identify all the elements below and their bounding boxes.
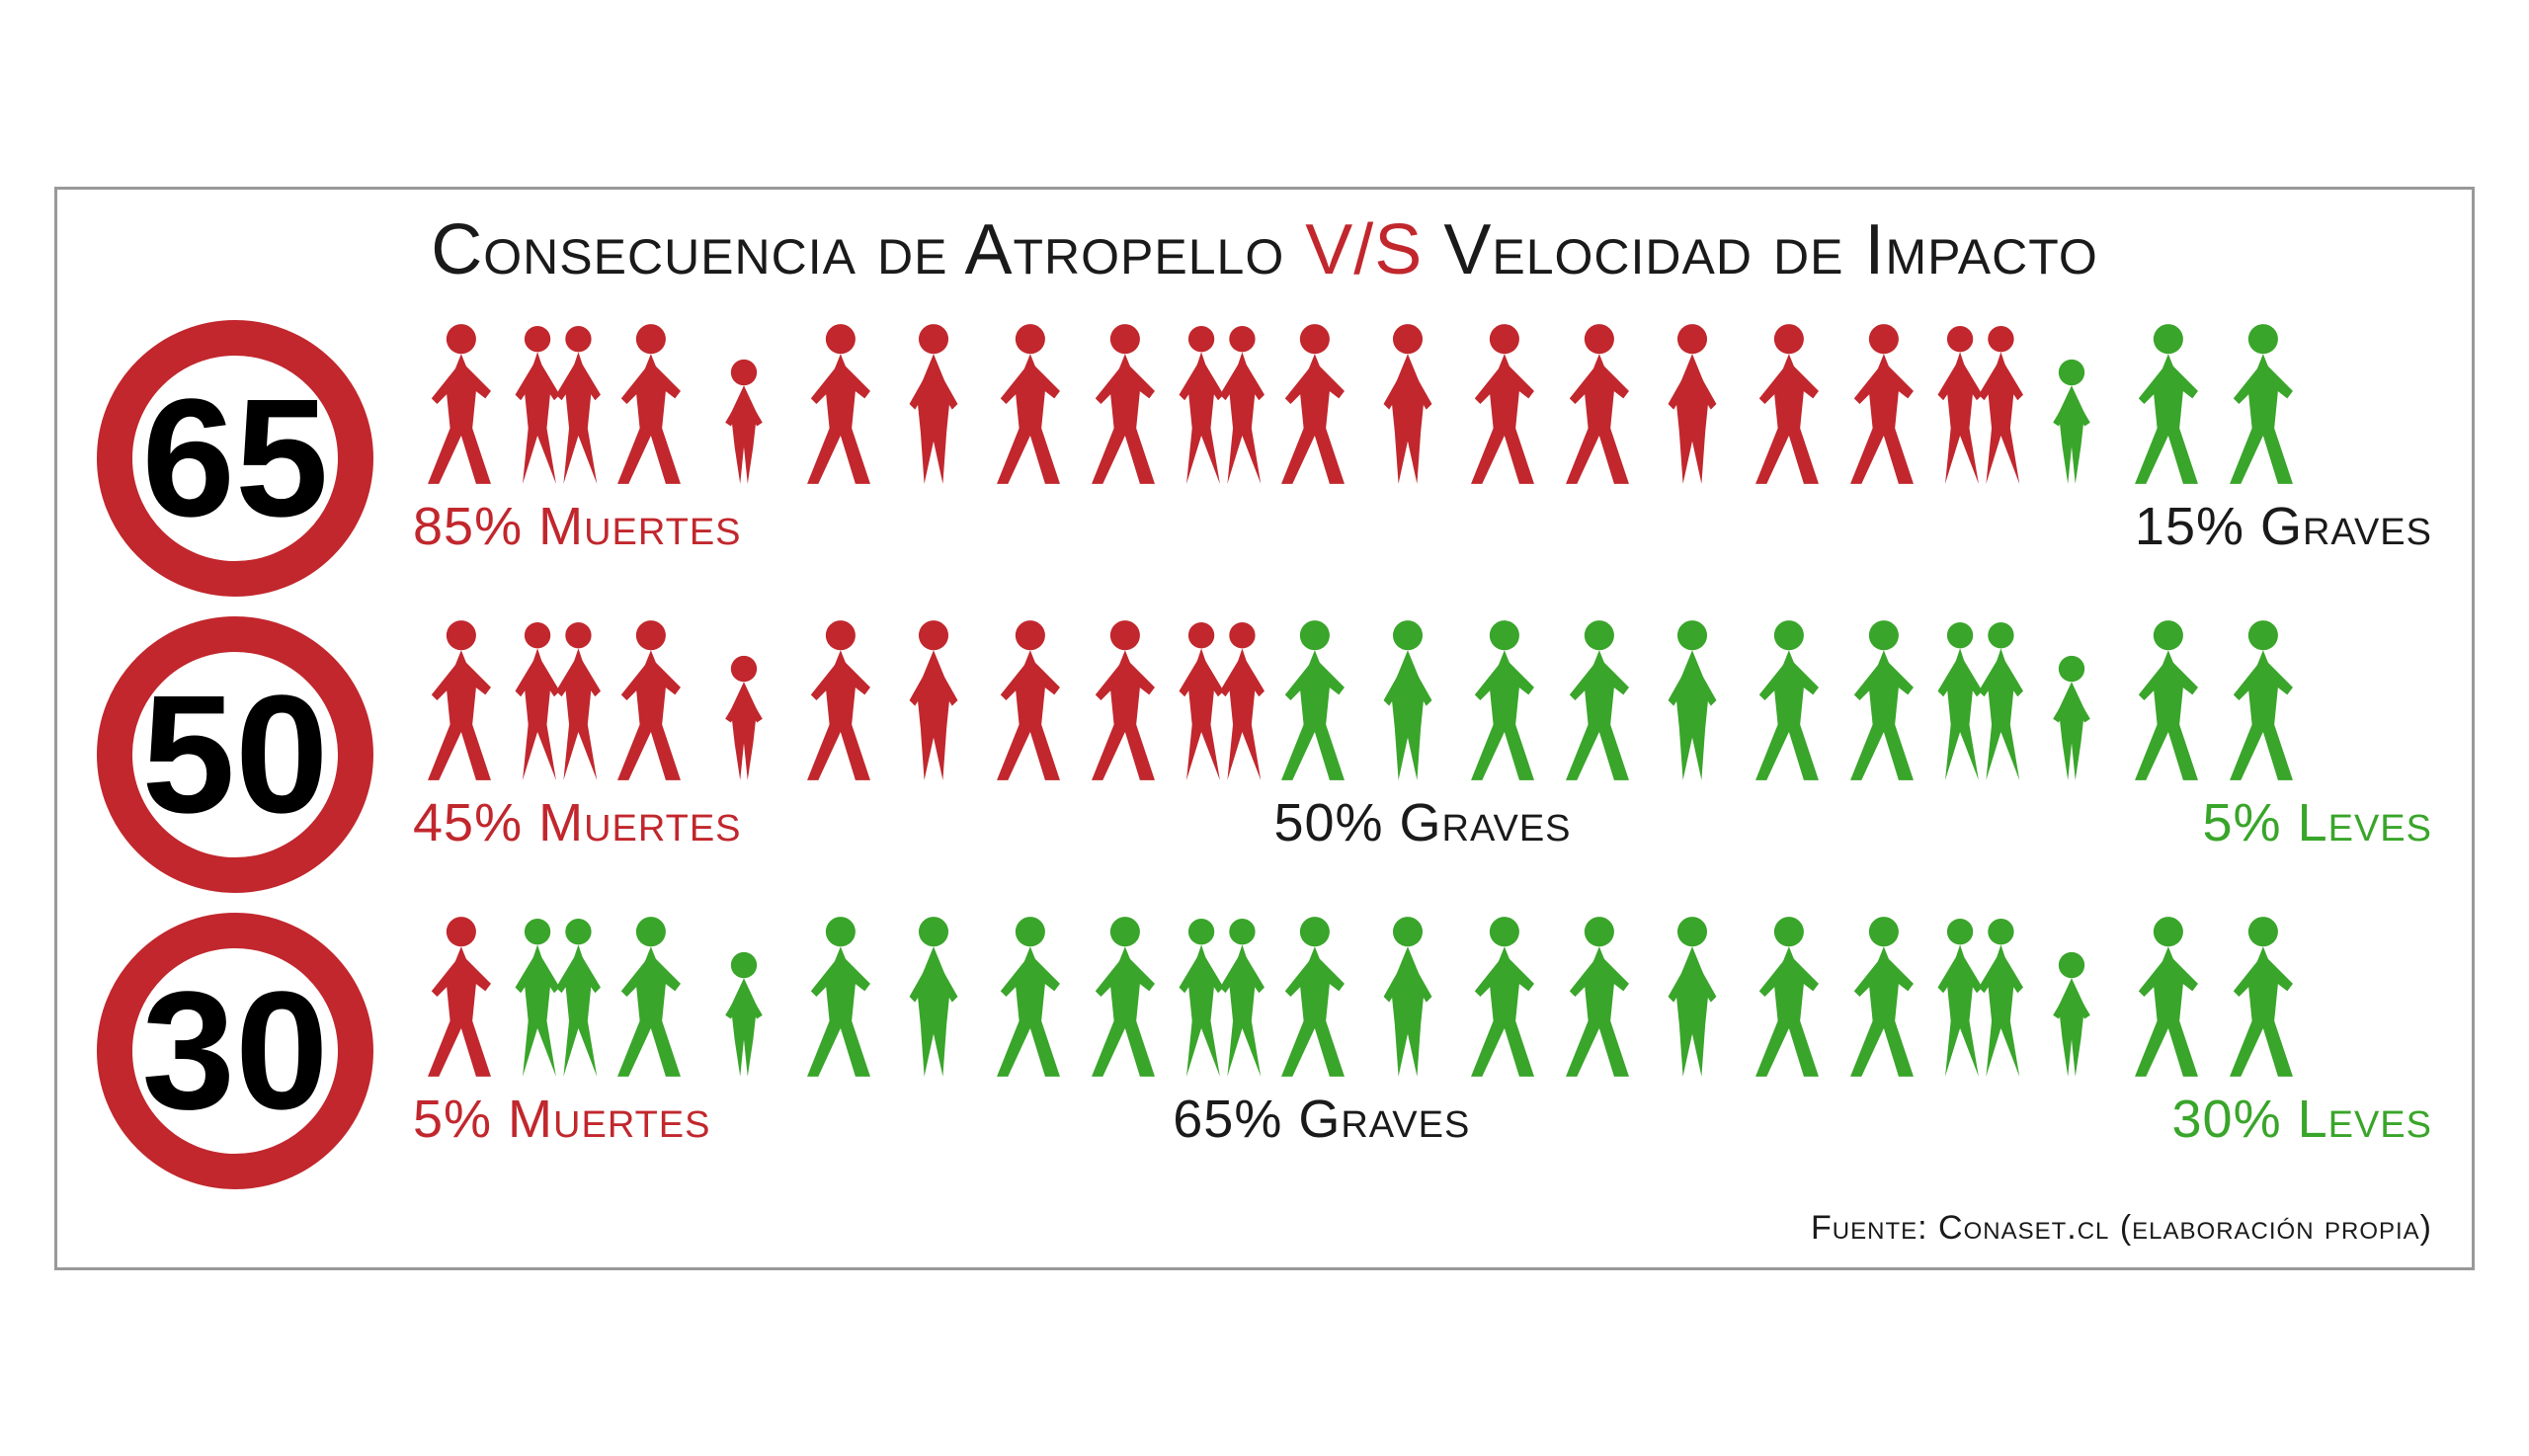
people-block: 5% Muertes65% Graves30% Leves xyxy=(413,913,2432,1150)
outcome-label: 45% Muertes xyxy=(413,792,1080,853)
pedestrian-icon xyxy=(1456,913,1549,1081)
pedestrian-icon xyxy=(1172,913,1264,1081)
pedestrian-icon xyxy=(982,320,1075,488)
pedestrian-icon xyxy=(1836,913,1928,1081)
pedestrian-icon xyxy=(1930,320,2023,488)
speed-row: 50 xyxy=(97,616,2432,893)
pedestrian-icon xyxy=(1361,320,1454,488)
pedestrian-icon xyxy=(1646,616,1739,784)
outcome-label: 5% Muertes xyxy=(413,1089,918,1150)
rows-container: 65 xyxy=(97,320,2432,1189)
pedestrian-icon xyxy=(1172,616,1264,784)
pedestrian-icon xyxy=(508,616,601,784)
speed-sign: 65 xyxy=(97,320,373,597)
page-title: Consecuencia de Atropello V/S Velocidad … xyxy=(97,209,2432,290)
row-labels: 45% Muertes50% Graves5% Leves xyxy=(413,792,2432,853)
pedestrian-icon xyxy=(413,616,506,784)
pedestrian-icon xyxy=(413,913,506,1081)
pedestrian-icon xyxy=(2120,616,2213,784)
row-labels: 5% Muertes65% Graves30% Leves xyxy=(413,1089,2432,1150)
pedestrian-icon xyxy=(887,616,980,784)
people-block: 45% Muertes50% Graves5% Leves xyxy=(413,616,2432,853)
pedestrian-icon xyxy=(1077,616,1170,784)
outcome-label: 15% Graves xyxy=(1726,496,2432,557)
pedestrian-icon xyxy=(1930,913,2023,1081)
pedestrian-icon xyxy=(1930,616,2023,784)
outcome-label: 5% Leves xyxy=(1765,792,2432,853)
pedestrian-icon xyxy=(2215,320,2308,488)
pedestrian-icon xyxy=(1361,616,1454,784)
pedestrian-icon xyxy=(413,320,506,488)
people-strip xyxy=(413,616,2432,784)
pedestrian-icon xyxy=(887,320,980,488)
title-vs: V/S xyxy=(1305,210,1423,289)
pedestrian-icon xyxy=(982,616,1075,784)
pedestrian-icon xyxy=(1646,320,1739,488)
outcome-label: 30% Leves xyxy=(1726,1089,2432,1150)
pedestrian-icon xyxy=(2215,913,2308,1081)
pedestrian-icon xyxy=(1741,616,1834,784)
pedestrian-icon xyxy=(508,913,601,1081)
pedestrian-icon xyxy=(1266,320,1359,488)
pedestrian-icon xyxy=(1266,913,1359,1081)
pedestrian-icon xyxy=(603,616,695,784)
pedestrian-icon xyxy=(982,913,1075,1081)
pedestrian-icon xyxy=(792,616,885,784)
pedestrian-icon xyxy=(1077,913,1170,1081)
outcome-label: 50% Graves xyxy=(1080,792,1766,853)
pedestrian-icon xyxy=(792,320,885,488)
outcome-label: 65% Graves xyxy=(918,1089,1726,1150)
pedestrian-icon xyxy=(1551,913,1644,1081)
speed-value: 50 xyxy=(141,658,328,851)
pedestrian-icon xyxy=(1266,616,1359,784)
pedestrian-icon xyxy=(697,913,790,1081)
pedestrian-icon xyxy=(1551,616,1644,784)
speed-value: 65 xyxy=(141,362,328,555)
pedestrian-icon xyxy=(697,320,790,488)
pedestrian-icon xyxy=(1741,913,1834,1081)
pedestrian-icon xyxy=(2025,320,2118,488)
pedestrian-icon xyxy=(1361,913,1454,1081)
speed-value: 30 xyxy=(141,954,328,1148)
title-part1: Consecuencia de Atropello xyxy=(431,210,1305,289)
people-block: 85% Muertes15% Graves xyxy=(413,320,2432,557)
speed-sign: 30 xyxy=(97,913,373,1189)
pedestrian-icon xyxy=(2215,616,2308,784)
pedestrian-icon xyxy=(697,616,790,784)
pedestrian-icon xyxy=(2120,913,2213,1081)
speed-row: 30 xyxy=(97,913,2432,1189)
speed-row: 65 xyxy=(97,320,2432,597)
pedestrian-icon xyxy=(2025,616,2118,784)
pedestrian-icon xyxy=(1836,616,1928,784)
pedestrian-icon xyxy=(1077,320,1170,488)
pedestrian-icon xyxy=(1836,320,1928,488)
pedestrian-icon xyxy=(508,320,601,488)
people-strip xyxy=(413,913,2432,1081)
people-strip xyxy=(413,320,2432,488)
pedestrian-icon xyxy=(2025,913,2118,1081)
row-labels: 85% Muertes15% Graves xyxy=(413,496,2432,557)
pedestrian-icon xyxy=(1172,320,1264,488)
outcome-label: 85% Muertes xyxy=(413,496,1726,557)
title-part2: Velocidad de Impacto xyxy=(1423,210,2097,289)
pedestrian-icon xyxy=(1456,320,1549,488)
pedestrian-icon xyxy=(1741,320,1834,488)
pedestrian-icon xyxy=(603,320,695,488)
pedestrian-icon xyxy=(887,913,980,1081)
pedestrian-icon xyxy=(2120,320,2213,488)
infographic-frame: Consecuencia de Atropello V/S Velocidad … xyxy=(54,187,2475,1270)
pedestrian-icon xyxy=(603,913,695,1081)
pedestrian-icon xyxy=(1456,616,1549,784)
speed-sign: 50 xyxy=(97,616,373,893)
pedestrian-icon xyxy=(1551,320,1644,488)
pedestrian-icon xyxy=(1646,913,1739,1081)
pedestrian-icon xyxy=(792,913,885,1081)
source-text: Fuente: Conaset.cl (elaboración propia) xyxy=(97,1209,2432,1248)
